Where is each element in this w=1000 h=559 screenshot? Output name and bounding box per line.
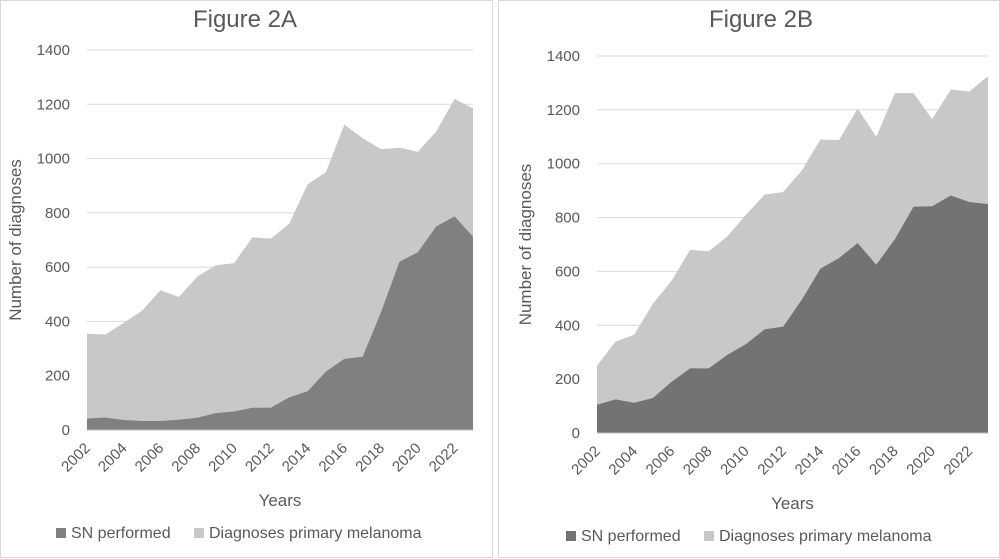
y-tick-label: 800 <box>555 210 580 227</box>
legend-swatch-diagnoses-primary-melanoma <box>704 531 714 541</box>
x-tick-label: 2018 <box>352 440 388 476</box>
y-tick-label: 1400 <box>547 48 580 65</box>
y-tick-label: 200 <box>555 371 580 388</box>
chart-title: Figure 2A <box>193 6 297 33</box>
legend-swatch-sn-performed <box>56 528 66 538</box>
x-tick-label: 2004 <box>605 443 641 479</box>
y-tick-label: 800 <box>45 205 70 222</box>
legend-label-sn-performed: SN performed <box>71 525 171 542</box>
x-tick-label: 2012 <box>754 443 790 479</box>
y-tick-label: 1200 <box>547 102 580 119</box>
x-tick-label: 2016 <box>829 443 865 479</box>
x-tick-label: 2022 <box>941 443 977 479</box>
x-tick-label: 2008 <box>168 440 204 476</box>
legend-label-sn-performed: SN performed <box>581 528 681 545</box>
x-axis-title: Years <box>259 491 302 510</box>
y-tick-label: 0 <box>62 422 70 439</box>
y-tick-label: 200 <box>45 368 70 385</box>
y-tick-label: 1200 <box>37 96 70 113</box>
y-tick-label: 400 <box>555 317 580 334</box>
y-tick-label: 1000 <box>37 151 70 168</box>
legend-swatch-diagnoses-primary-melanoma <box>194 528 204 538</box>
x-tick-label: 2006 <box>643 443 679 479</box>
y-axis-title: Number of diagnoses <box>516 164 535 326</box>
area-series-sn-performed <box>597 195 988 433</box>
x-tick-label: 2014 <box>279 440 315 476</box>
x-tick-label: 2020 <box>903 443 939 479</box>
y-tick-label: 600 <box>45 259 70 276</box>
legend-label-diagnoses-primary-melanoma: Diagnoses primary melanoma <box>719 528 932 545</box>
x-tick-label: 2008 <box>680 443 716 479</box>
y-tick-label: 1000 <box>547 156 580 173</box>
legend-label-diagnoses-primary-melanoma: Diagnoses primary melanoma <box>209 525 422 542</box>
y-tick-label: 600 <box>555 263 580 280</box>
x-tick-label: 2018 <box>866 443 902 479</box>
x-tick-label: 2020 <box>389 440 425 476</box>
y-axis-title: Number of diagnoses <box>6 159 25 321</box>
x-tick-label: 2016 <box>316 440 352 476</box>
chart-panel-a: Figure 2A 0 200 400 600 800 1000 1200 1400 2002 20… <box>0 0 493 558</box>
y-tick-label: 400 <box>45 313 70 330</box>
x-tick-label: 2002 <box>568 443 604 479</box>
chart-panel-b: Figure 2B 0 200 400 600 800 1000 1200 1400 2002 20… <box>498 0 1000 558</box>
x-axis-title: Years <box>771 494 814 513</box>
chart-title: Figure 2B <box>709 6 813 33</box>
x-tick-label: 2022 <box>426 440 462 476</box>
x-tick-label: 2010 <box>205 440 241 476</box>
x-tick-label: 2014 <box>792 443 828 479</box>
legend-swatch-sn-performed <box>566 531 576 541</box>
x-tick-label: 2004 <box>95 440 131 476</box>
area-series-sn-performed <box>87 216 473 430</box>
y-tick-label: 0 <box>572 425 580 442</box>
x-tick-label: 2012 <box>242 440 278 476</box>
x-tick-label: 2002 <box>58 440 94 476</box>
x-tick-label: 2006 <box>132 440 168 476</box>
y-tick-label: 1400 <box>37 42 70 59</box>
x-tick-label: 2010 <box>717 443 753 479</box>
